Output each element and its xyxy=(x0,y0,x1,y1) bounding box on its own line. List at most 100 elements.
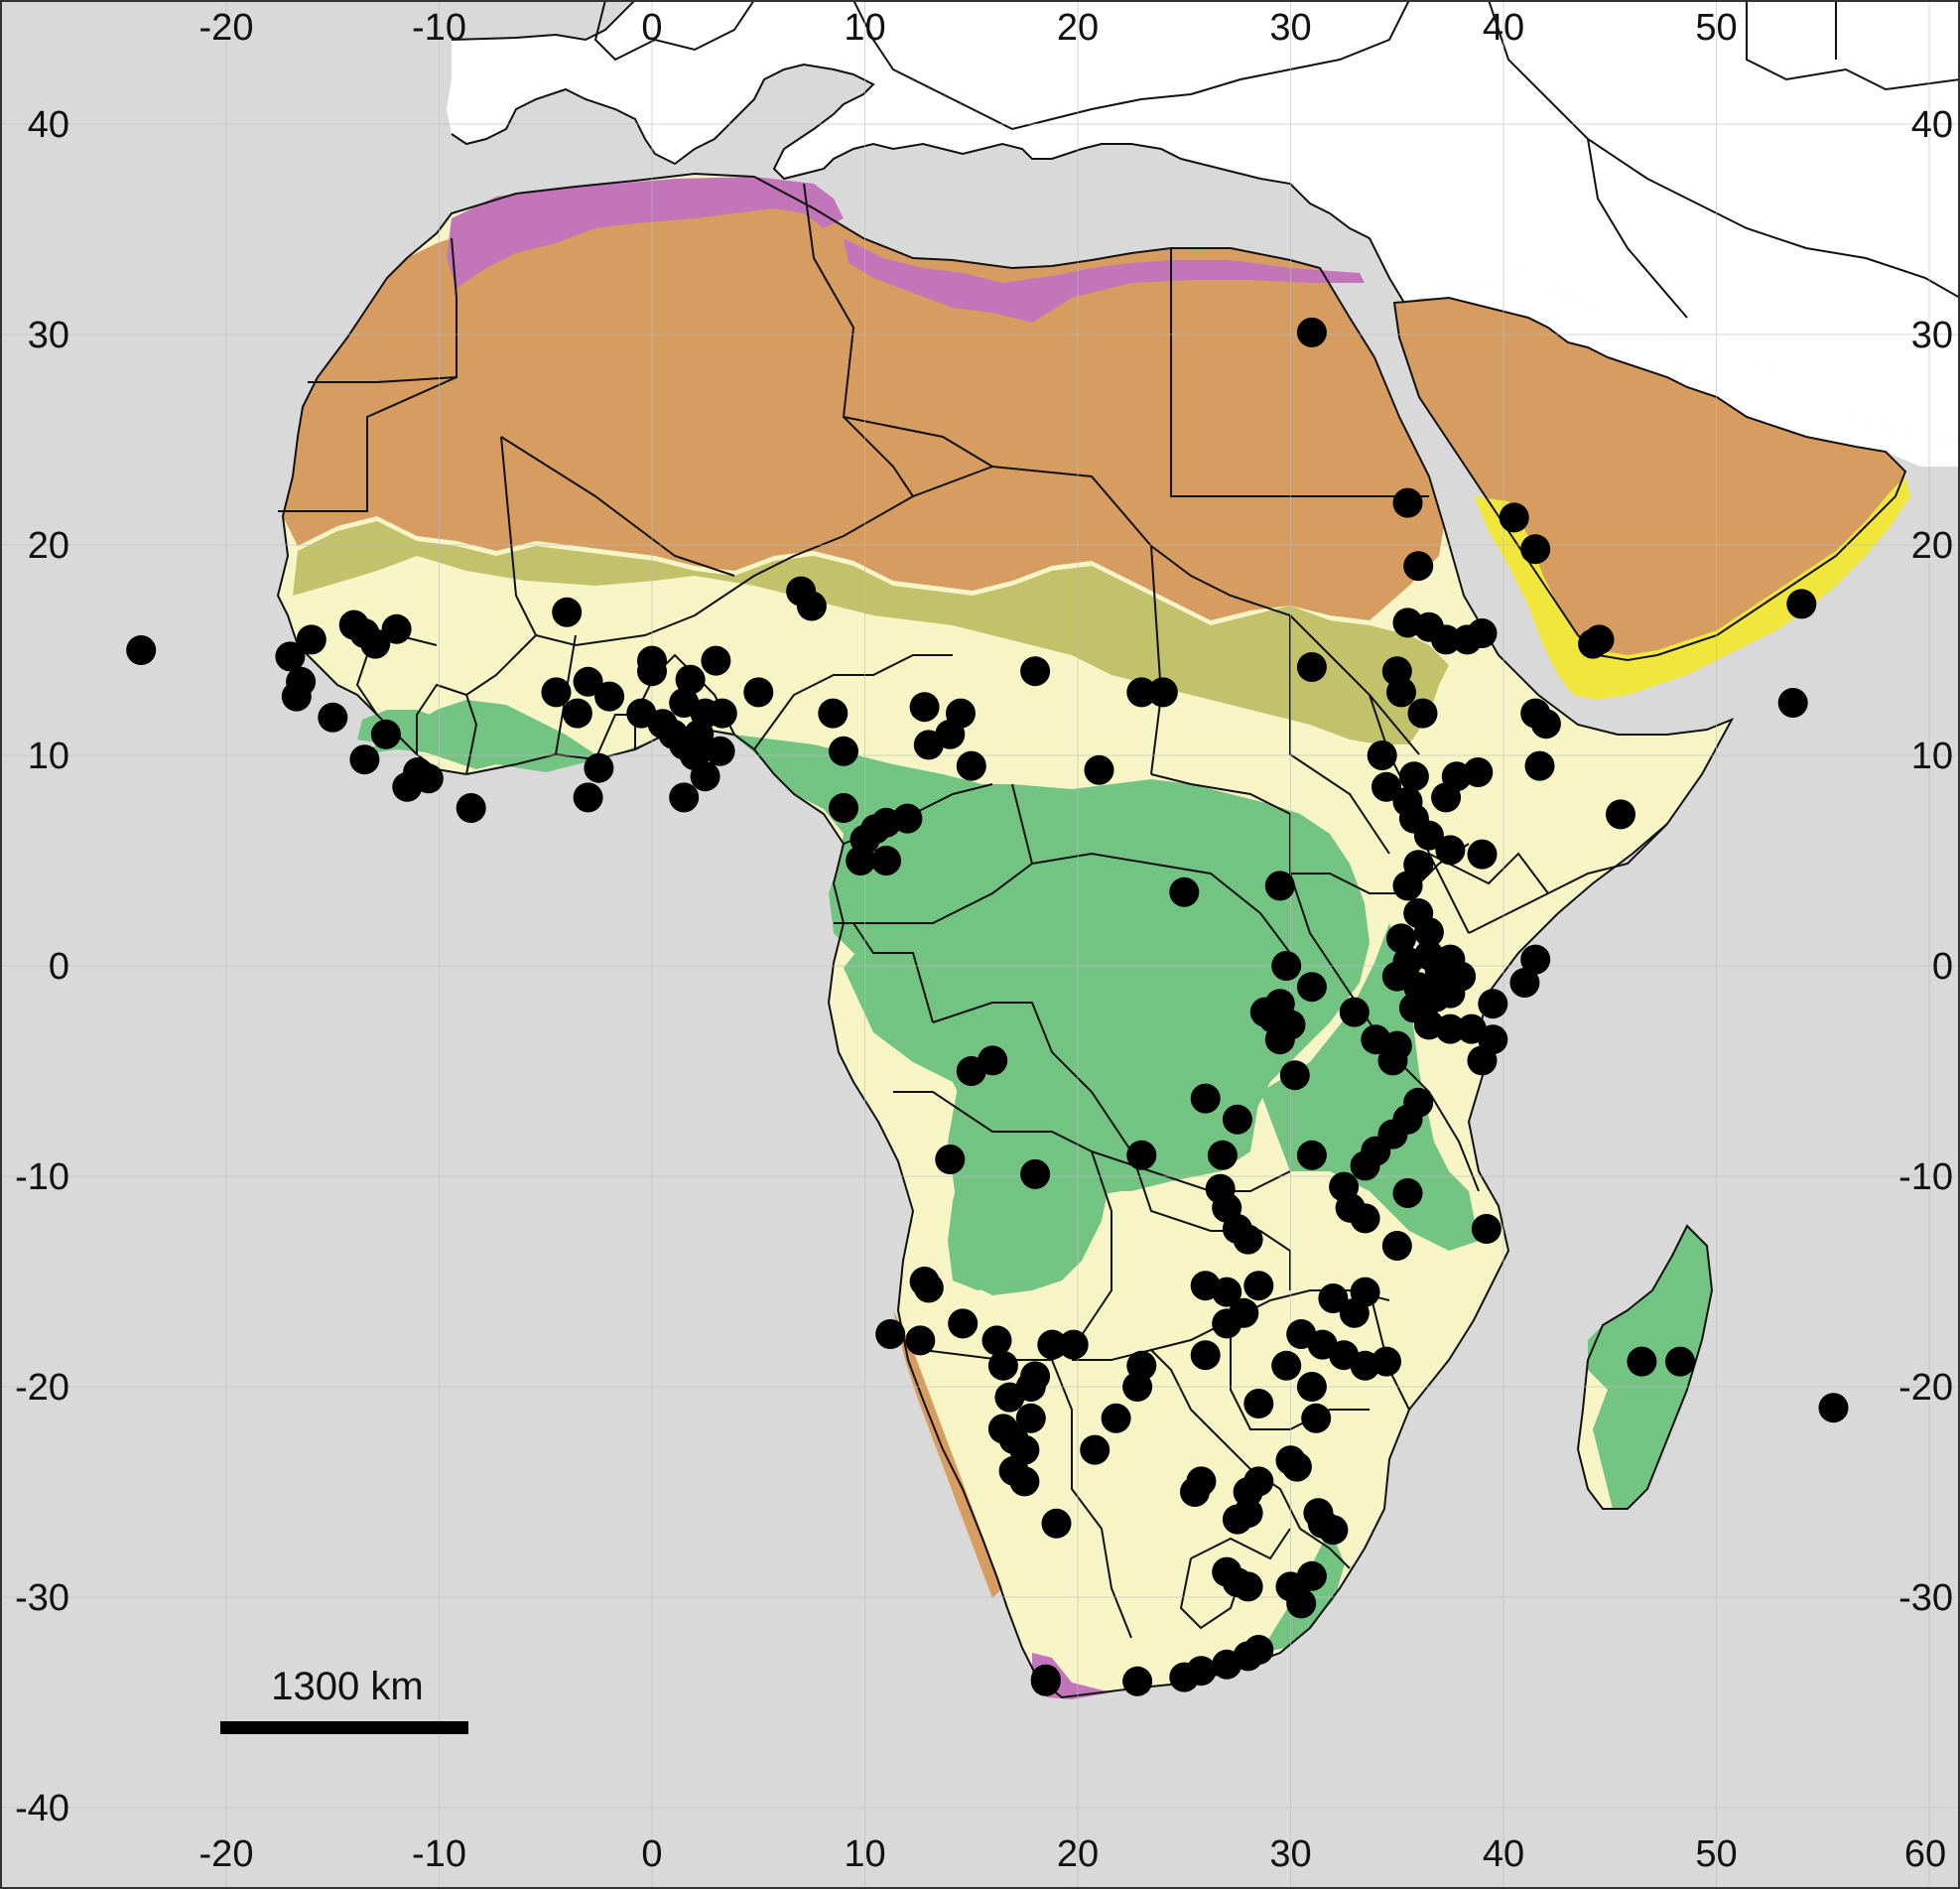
occurrence-point xyxy=(1180,1477,1210,1507)
y-tick-label: -30 xyxy=(15,1577,69,1619)
occurrence-point xyxy=(1296,1140,1327,1170)
occurrence-point xyxy=(1222,1504,1252,1535)
occurrence-point xyxy=(573,666,603,697)
occurrence-point xyxy=(1478,989,1508,1019)
occurrence-point xyxy=(1122,1666,1153,1696)
occurrence-point xyxy=(1020,1361,1051,1392)
occurrence-point xyxy=(1264,871,1295,901)
y-tick-label: 0 xyxy=(49,946,69,988)
occurrence-point xyxy=(1392,1178,1423,1208)
occurrence-point xyxy=(1530,709,1561,740)
occurrence-point xyxy=(1296,317,1327,347)
occurrence-point xyxy=(1386,677,1416,708)
occurrence-point xyxy=(981,1325,1012,1356)
occurrence-point xyxy=(675,664,706,695)
occurrence-point xyxy=(1398,761,1429,792)
occurrence-point xyxy=(1212,1649,1242,1680)
occurrence-point xyxy=(978,1045,1008,1076)
occurrence-point xyxy=(1435,1013,1466,1044)
x-tick-label: 20 xyxy=(1057,1833,1099,1875)
occurrence-point xyxy=(1381,1231,1412,1261)
occurrence-point xyxy=(541,677,572,708)
country-borders xyxy=(276,0,1960,1699)
scale-bar-line xyxy=(220,1721,468,1734)
occurrence-point xyxy=(1207,1140,1238,1170)
occurrence-point xyxy=(562,698,592,729)
x-tick-label: 30 xyxy=(1269,1833,1311,1875)
occurrence-point xyxy=(1463,757,1494,787)
occurrence-point xyxy=(1407,698,1438,729)
occurrence-point xyxy=(1169,877,1200,907)
occurrence-point xyxy=(1279,1060,1310,1091)
occurrence-point xyxy=(1147,677,1178,708)
x-tick-label: 10 xyxy=(844,7,885,49)
occurrence-point xyxy=(1435,835,1466,866)
y-tick-label: -10 xyxy=(1898,1156,1953,1198)
occurrence-point xyxy=(1243,1271,1274,1301)
occurrence-point xyxy=(892,803,923,834)
y-tick-label: 40 xyxy=(28,104,69,146)
occurrence-point xyxy=(1296,1560,1327,1591)
occurrence-point xyxy=(1030,1666,1061,1696)
occurrence-point xyxy=(1467,839,1498,870)
occurrence-point xyxy=(1318,1515,1349,1546)
x-tick-labels-top: -20 -10 0 10 20 30 40 50 xyxy=(199,7,1738,49)
arabia-desert-zone xyxy=(1394,298,1905,660)
occurrence-point xyxy=(948,1308,979,1339)
occurrence-point xyxy=(1286,1588,1317,1619)
occurrence-point xyxy=(909,692,940,723)
occurrence-point xyxy=(1222,1567,1252,1598)
occurrence-point xyxy=(1386,923,1416,954)
occurrence-point xyxy=(1296,1372,1327,1402)
occurrence-point xyxy=(1037,1329,1068,1360)
occurrence-point xyxy=(552,597,583,627)
occurrence-point xyxy=(1367,741,1397,770)
occurrence-point xyxy=(1499,502,1529,533)
europe-land xyxy=(447,0,1960,442)
x-tick-label: 50 xyxy=(1695,7,1737,49)
y-tick-label: 10 xyxy=(28,736,69,777)
occurrence-point xyxy=(1350,1203,1380,1234)
x-tick-label: 0 xyxy=(641,7,662,49)
occurrence-point xyxy=(1058,1329,1089,1360)
occurrence-point xyxy=(1015,1403,1046,1433)
occurrence-point xyxy=(1281,1451,1312,1482)
mediterranean-zone-maghreb xyxy=(447,177,844,288)
x-tick-label: 0 xyxy=(641,1833,662,1875)
occurrence-point xyxy=(1467,618,1498,648)
occurrence-point xyxy=(1392,871,1423,901)
occurrence-point xyxy=(1471,1214,1502,1244)
x-tick-label: -20 xyxy=(199,7,254,49)
occurrence-point xyxy=(1264,1024,1295,1055)
occurrence-point xyxy=(1467,1045,1498,1076)
occurrence-point xyxy=(1126,1140,1157,1170)
occurrence-point xyxy=(871,846,901,876)
occurrence-point xyxy=(1520,944,1551,975)
occurrence-point xyxy=(1080,1434,1111,1465)
occurrence-point xyxy=(1392,487,1423,518)
occurrence-point xyxy=(1350,1277,1380,1307)
occurrence-point xyxy=(669,782,700,813)
occurrence-point xyxy=(935,1145,966,1174)
occurrence-point xyxy=(701,645,731,676)
occurrence-point xyxy=(281,681,312,712)
occurrence-point xyxy=(594,681,625,712)
x-tick-labels-bottom: -20 -10 0 10 20 30 40 50 60 xyxy=(199,1833,1947,1875)
x-tick-label: -10 xyxy=(412,1833,466,1875)
x-tick-label: 50 xyxy=(1695,1833,1737,1875)
occurrence-point xyxy=(637,656,667,687)
occurrence-point xyxy=(1233,1477,1263,1507)
occurrence-point xyxy=(1372,1346,1401,1377)
occurrence-point xyxy=(456,793,486,823)
y-tick-label: -40 xyxy=(15,1788,69,1829)
y-tick-label: 20 xyxy=(1911,525,1953,567)
occurrence-point xyxy=(381,613,412,644)
sahara-desert-zone xyxy=(283,179,1444,620)
occurrence-point xyxy=(1271,951,1302,981)
mediterranean-zone-libya xyxy=(844,238,1365,323)
x-tick-label: 20 xyxy=(1057,7,1099,49)
x-tick-label: 10 xyxy=(844,1833,885,1875)
occurrence-point xyxy=(1584,624,1615,655)
occurrence-point xyxy=(1122,1372,1153,1402)
